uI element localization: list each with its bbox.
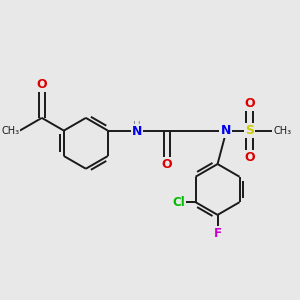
Text: Cl: Cl [172, 196, 185, 209]
Text: CH₃: CH₃ [2, 126, 20, 136]
Text: O: O [37, 79, 47, 92]
Text: O: O [244, 151, 255, 164]
Text: O: O [161, 158, 172, 171]
Text: S: S [245, 124, 254, 137]
Text: O: O [244, 97, 255, 110]
Text: F: F [214, 227, 222, 240]
Text: CH₃: CH₃ [274, 126, 292, 136]
Text: N: N [220, 124, 231, 137]
Text: N: N [132, 125, 142, 138]
Text: H: H [134, 121, 141, 131]
